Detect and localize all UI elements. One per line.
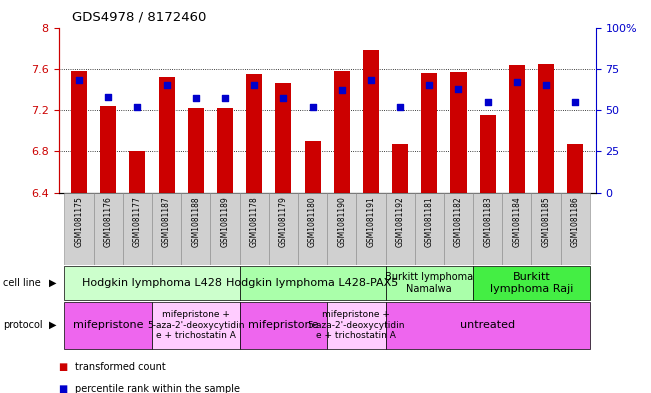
Bar xyxy=(327,302,385,349)
Bar xyxy=(531,193,561,265)
Bar xyxy=(246,74,262,193)
Bar xyxy=(240,193,269,265)
Bar xyxy=(356,193,385,265)
Point xyxy=(570,99,581,105)
Bar xyxy=(275,83,292,193)
Bar xyxy=(64,193,94,265)
Text: GSM1081186: GSM1081186 xyxy=(571,196,580,247)
Bar xyxy=(503,193,531,265)
Text: mifepristone +
5-aza-2'-deoxycytidin
e + trichostatin A: mifepristone + 5-aza-2'-deoxycytidin e +… xyxy=(307,310,405,340)
Text: mifepristone: mifepristone xyxy=(248,320,318,330)
Text: GSM1081177: GSM1081177 xyxy=(133,196,142,247)
Bar xyxy=(152,193,181,265)
Text: GSM1081185: GSM1081185 xyxy=(542,196,551,247)
Bar xyxy=(450,72,467,193)
Point xyxy=(278,95,288,102)
Bar xyxy=(444,193,473,265)
Text: ■: ■ xyxy=(59,362,68,373)
Point xyxy=(307,104,318,110)
Bar xyxy=(240,266,385,300)
Text: GSM1081181: GSM1081181 xyxy=(425,196,434,247)
Text: mifepristone +
5-aza-2'-deoxycytidin
e + trichostatin A: mifepristone + 5-aza-2'-deoxycytidin e +… xyxy=(147,310,245,340)
Text: percentile rank within the sample: percentile rank within the sample xyxy=(75,384,240,393)
Bar xyxy=(392,144,408,193)
Bar xyxy=(64,302,152,349)
Bar xyxy=(269,193,298,265)
Text: GSM1081192: GSM1081192 xyxy=(396,196,405,247)
Point xyxy=(132,104,143,110)
Bar xyxy=(363,50,379,193)
Text: mifepristone: mifepristone xyxy=(73,320,143,330)
Text: cell line: cell line xyxy=(3,278,41,288)
Bar xyxy=(538,64,554,193)
Bar xyxy=(240,302,327,349)
Bar xyxy=(327,193,356,265)
Point xyxy=(337,87,347,94)
Bar xyxy=(181,193,210,265)
Bar xyxy=(334,71,350,193)
Text: GSM1081183: GSM1081183 xyxy=(483,196,492,247)
Point xyxy=(395,104,406,110)
Bar xyxy=(385,302,590,349)
Point xyxy=(103,94,113,100)
Bar xyxy=(509,65,525,193)
Text: Burkitt lymphoma
Namalwa: Burkitt lymphoma Namalwa xyxy=(385,272,473,294)
Text: GSM1081175: GSM1081175 xyxy=(74,196,83,247)
Text: GSM1081184: GSM1081184 xyxy=(512,196,521,247)
Bar xyxy=(385,266,473,300)
Text: Hodgkin lymphoma L428-PAX5: Hodgkin lymphoma L428-PAX5 xyxy=(227,278,398,288)
Text: GSM1081182: GSM1081182 xyxy=(454,196,463,247)
Point xyxy=(482,99,493,105)
Bar xyxy=(123,193,152,265)
Point xyxy=(453,85,464,92)
Bar xyxy=(64,266,240,300)
Bar xyxy=(71,71,87,193)
Point xyxy=(249,82,259,88)
Text: GSM1081191: GSM1081191 xyxy=(367,196,376,247)
Point xyxy=(161,82,172,88)
Text: GSM1081178: GSM1081178 xyxy=(249,196,258,247)
Point xyxy=(220,95,230,102)
Text: untreated: untreated xyxy=(460,320,515,330)
Bar xyxy=(421,73,437,193)
Bar xyxy=(94,193,123,265)
Point xyxy=(512,79,522,85)
Text: GSM1081187: GSM1081187 xyxy=(162,196,171,247)
Bar xyxy=(130,151,145,193)
Text: GSM1081189: GSM1081189 xyxy=(221,196,229,247)
Text: ▶: ▶ xyxy=(49,278,57,288)
Point xyxy=(74,77,84,83)
Bar xyxy=(473,193,503,265)
Text: ■: ■ xyxy=(59,384,68,393)
Bar xyxy=(100,106,117,193)
Text: transformed count: transformed count xyxy=(75,362,165,373)
Bar xyxy=(473,266,590,300)
Text: GDS4978 / 8172460: GDS4978 / 8172460 xyxy=(72,11,206,24)
Bar xyxy=(152,302,240,349)
Point xyxy=(366,77,376,83)
Bar xyxy=(415,193,444,265)
Text: GSM1081180: GSM1081180 xyxy=(308,196,317,247)
Point xyxy=(191,95,201,102)
Bar xyxy=(480,115,495,193)
Bar xyxy=(567,144,583,193)
Bar xyxy=(385,193,415,265)
Text: GSM1081176: GSM1081176 xyxy=(104,196,113,247)
Bar xyxy=(210,193,240,265)
Point xyxy=(424,82,434,88)
Bar xyxy=(305,141,320,193)
Text: GSM1081179: GSM1081179 xyxy=(279,196,288,247)
Bar xyxy=(298,193,327,265)
Text: ▶: ▶ xyxy=(49,320,57,330)
Text: Burkitt
lymphoma Raji: Burkitt lymphoma Raji xyxy=(490,272,573,294)
Bar xyxy=(217,108,233,193)
Bar xyxy=(159,77,174,193)
Text: protocol: protocol xyxy=(3,320,43,330)
Text: GSM1081188: GSM1081188 xyxy=(191,196,201,247)
Text: GSM1081190: GSM1081190 xyxy=(337,196,346,247)
Bar xyxy=(187,108,204,193)
Point xyxy=(541,82,551,88)
Text: Hodgkin lymphoma L428: Hodgkin lymphoma L428 xyxy=(82,278,222,288)
Bar xyxy=(561,193,590,265)
